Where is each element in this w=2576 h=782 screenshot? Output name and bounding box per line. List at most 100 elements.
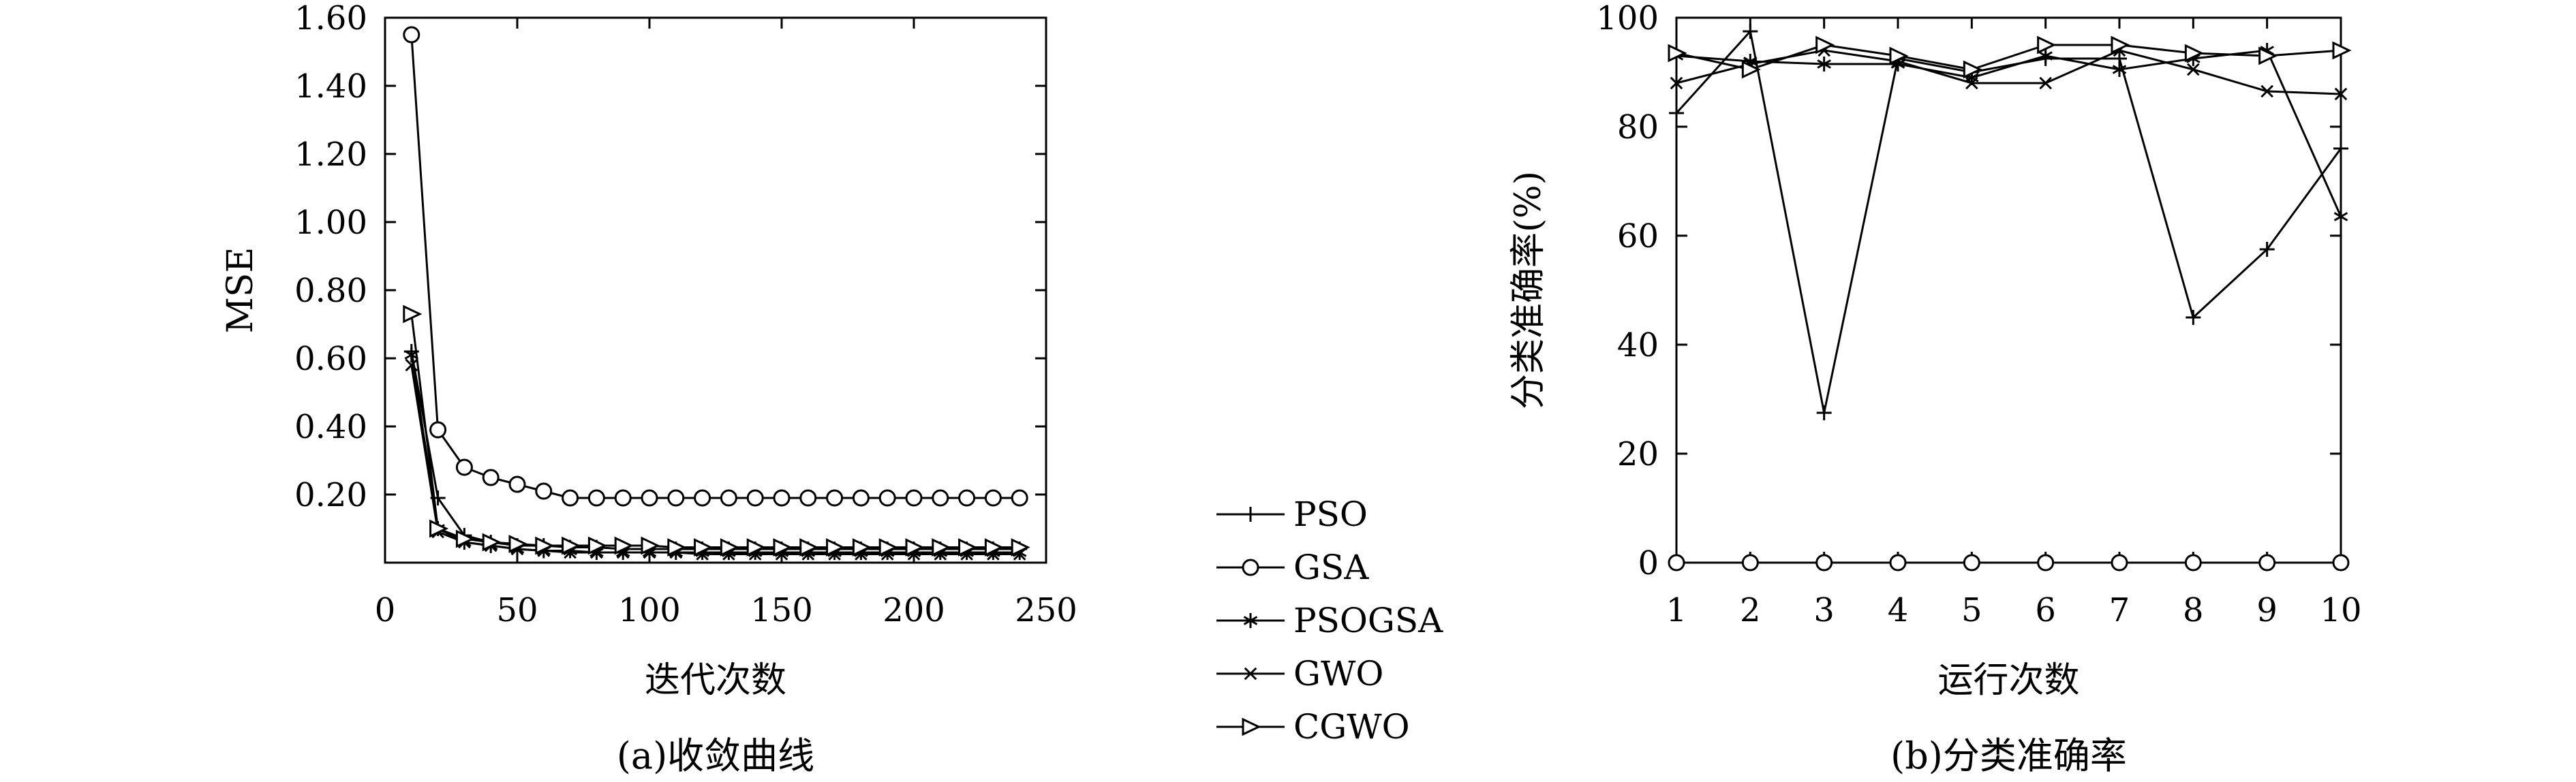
x-tick-label: 9 [2256, 591, 2278, 629]
x-tick-label: 200 [883, 591, 945, 629]
legend-item-pso: PSO [1216, 495, 1368, 534]
panel-b-accuracy: 1 2 3 4 5 6 7 8 9 10020406080100运行次数分类准确率(%)(b)分类… [1508, 0, 2362, 777]
y-tick-label: 1.20 [294, 136, 367, 174]
data-point-cgwo [587, 536, 607, 555]
data-point-gsa [562, 489, 579, 507]
legend-marker-gsa [1242, 559, 1259, 576]
y-tick-label: 0.40 [294, 408, 367, 446]
x-tick-label: 4 [1888, 591, 1909, 629]
data-point-cgwo [746, 538, 766, 557]
legend-marker-pso [1243, 507, 1258, 522]
data-point-gsa [429, 421, 447, 439]
y-tick-label: 0.20 [294, 476, 367, 514]
series-line-gwo [410, 364, 1020, 555]
x-tick-label: 50 [496, 591, 538, 629]
x-tick-label: 250 [1015, 591, 1077, 629]
x-tick-label: 0 [375, 591, 396, 629]
data-point-pso [2186, 310, 2201, 325]
data-point-cgwo [773, 538, 793, 557]
x-tick-label: 2 [1740, 591, 1761, 629]
data-point-gsa [508, 475, 526, 493]
legend-marker-gwo [1244, 667, 1257, 681]
legend-label-cgwo: CGWO [1293, 707, 1410, 747]
data-point-cgwo [1815, 35, 1835, 54]
data-point-cgwo [482, 533, 502, 552]
x-tick-label: 7 [2109, 591, 2130, 629]
legend-label-gwo: GWO [1293, 654, 1383, 693]
y-tick-label: 40 [1617, 326, 1659, 364]
data-point-cgwo [614, 536, 634, 555]
data-point-cgwo [905, 538, 925, 557]
series-psogsa [1669, 43, 2348, 224]
y-tick-label: 60 [1617, 217, 1659, 255]
data-point-gwo [1965, 76, 1978, 90]
data-point-gsa [720, 489, 737, 507]
data-point-gwo [2334, 87, 2348, 101]
series-line-psogsa [1676, 49, 2342, 217]
y-tick-label: 0.60 [294, 340, 367, 378]
data-point-gsa [1815, 554, 1833, 572]
data-point-cgwo [562, 536, 581, 555]
x-tick-label: 150 [750, 591, 813, 629]
data-point-gwo [2039, 76, 2052, 90]
legend-marker-cgwo [1242, 717, 1261, 736]
series-psogsa [404, 347, 1027, 560]
y-tick-label: 80 [1617, 108, 1659, 146]
y-axis-label: MSE [220, 247, 261, 334]
data-point-psogsa [2038, 48, 2053, 63]
data-point-pso [1743, 24, 1758, 39]
y-tick-label: 100 [1596, 0, 1659, 37]
data-point-gsa [852, 489, 870, 507]
data-point-gsa [2258, 554, 2276, 572]
x-tick-label: 5 [1961, 591, 1982, 629]
data-point-gsa [1668, 554, 1685, 572]
data-point-gsa [826, 489, 844, 507]
data-point-cgwo [2037, 35, 2057, 54]
data-point-gsa [2037, 554, 2055, 572]
data-point-cgwo [1668, 44, 1687, 63]
legend-label-gsa: GSA [1293, 548, 1369, 587]
data-point-gsa [403, 26, 420, 44]
data-point-gsa [641, 489, 658, 507]
legend-item-cgwo: CGWO [1216, 707, 1410, 747]
series-line-pso [410, 351, 1020, 550]
data-point-gsa [2184, 554, 2202, 572]
data-point-gsa [984, 489, 1002, 507]
figure-caption: (a)收敛曲线 [617, 734, 814, 777]
data-point-psogsa [1817, 57, 1831, 72]
series-line-gsa [410, 34, 1020, 499]
data-point-gsa [1741, 554, 1759, 572]
x-tick-label: 6 [2035, 591, 2056, 629]
data-point-gsa [455, 458, 473, 476]
data-point-pso [2259, 242, 2275, 257]
legend-item-psogsa: PSOGSA [1216, 601, 1443, 640]
x-tick-label: 1 [1666, 591, 1687, 629]
y-tick-label: 1.40 [294, 67, 367, 106]
y-tick-label: 20 [1617, 435, 1659, 473]
x-tick-label: 3 [1813, 591, 1835, 629]
data-point-gsa [773, 489, 791, 507]
data-point-cgwo [1889, 46, 1909, 65]
x-axis-label: 迭代次数 [645, 660, 786, 701]
plot-frame [1675, 16, 2342, 564]
data-point-gsa [2111, 554, 2128, 572]
x-tick-label: 8 [2183, 591, 2204, 629]
y-tick-label: 0.80 [294, 272, 367, 310]
data-point-gwo [2187, 63, 2200, 76]
legend-marker-psogsa [1243, 613, 1258, 628]
legend-label-psogsa: PSOGSA [1293, 601, 1443, 640]
data-point-gsa [799, 489, 817, 507]
data-point-pso [1669, 106, 1684, 121]
data-point-gwo [405, 358, 418, 372]
data-point-cgwo [878, 538, 898, 557]
data-point-cgwo [455, 529, 475, 548]
data-point-cgwo [2111, 35, 2130, 54]
data-point-cgwo [2184, 44, 2204, 63]
figure-caption: (b)分类准确率 [1890, 734, 2127, 777]
x-tick-label: 100 [618, 591, 681, 629]
data-point-psogsa [2333, 209, 2348, 224]
data-point-cgwo [403, 304, 423, 324]
data-point-gsa [958, 489, 976, 507]
